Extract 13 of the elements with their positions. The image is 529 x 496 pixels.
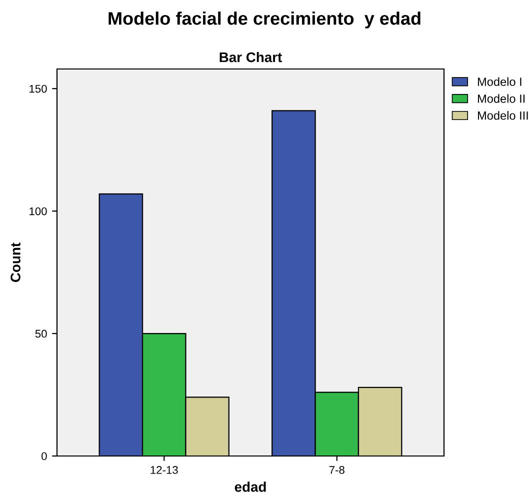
chart-title: Modelo facial de crecimiento y edad — [108, 12, 420, 28]
legend-label: Modelo III — [478, 111, 528, 120]
y-tick-label: 150 — [30, 84, 47, 93]
y-axis-title: Count — [10, 242, 20, 282]
x-tick-label: 7-8 — [329, 466, 344, 474]
y-tick-label: 0 — [42, 452, 47, 460]
x-axis-title: edad — [234, 482, 266, 492]
legend-label: Modelo I — [478, 77, 522, 86]
y-tick-label: 50 — [35, 330, 47, 338]
y-tick-label: 100 — [30, 207, 47, 216]
legend-label: Modelo II — [478, 94, 525, 103]
x-tick-label: 12-13 — [150, 466, 178, 474]
chart-subtitle: Bar Chart — [220, 52, 282, 62]
